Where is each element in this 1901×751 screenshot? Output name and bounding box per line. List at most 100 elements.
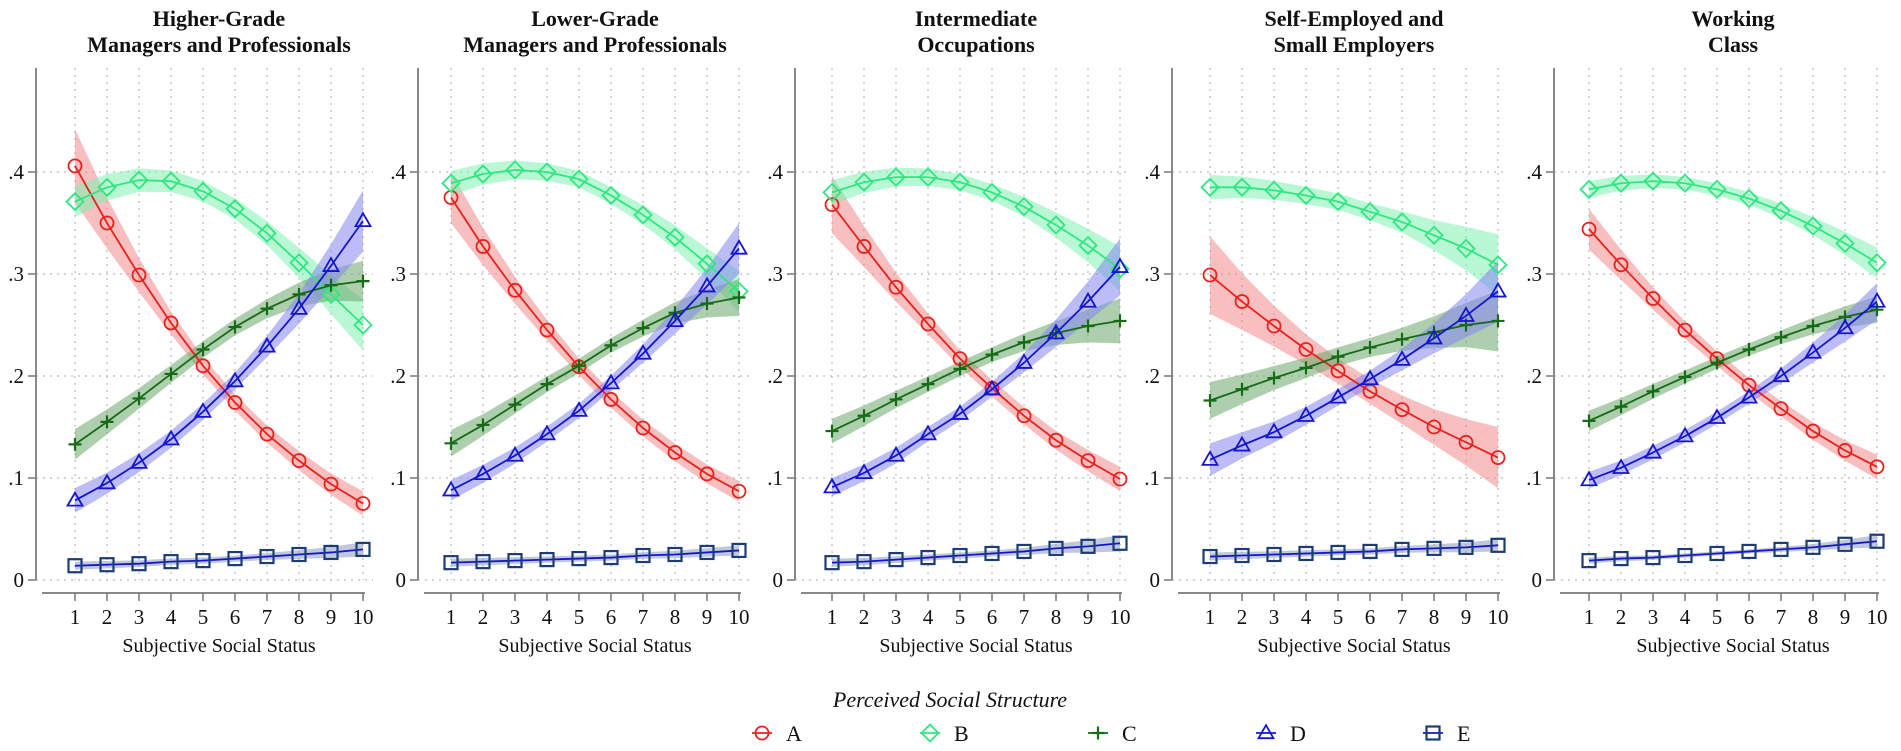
legend-item-A: A — [752, 721, 802, 746]
data-point-A — [1613, 257, 1629, 273]
data-point-A — [1112, 471, 1128, 487]
data-point-C — [1203, 393, 1217, 407]
data-point-D — [193, 402, 213, 418]
data-point-A — [1581, 221, 1597, 237]
data-point-A — [1677, 322, 1693, 338]
data-point-D — [473, 464, 493, 481]
data-point-D — [1296, 406, 1316, 422]
y-tick-label: .4 — [1526, 160, 1542, 184]
x-tick-label: 9 — [1461, 605, 1472, 629]
data-point-D — [601, 373, 621, 390]
data-point-D — [1771, 366, 1791, 383]
legend-marker-circle-icon — [754, 725, 770, 741]
data-point-A — [131, 267, 147, 283]
ci-band-E — [1589, 535, 1877, 564]
data-point-B — [1046, 215, 1066, 235]
data-point-E — [1426, 540, 1442, 556]
data-point-B — [1424, 225, 1444, 245]
y-tick-label: .2 — [8, 364, 24, 388]
x-tick-label: 3 — [1648, 605, 1659, 629]
data-point-E — [291, 546, 307, 563]
data-point-B — [1232, 177, 1252, 198]
data-point-D — [1579, 470, 1599, 487]
ci-band-B — [1589, 174, 1877, 279]
x-tick-label: 4 — [923, 605, 934, 629]
data-point-D — [1424, 328, 1444, 345]
x-axis-label: Subjective Social Status — [122, 635, 316, 657]
x-tick-label: 8 — [294, 605, 305, 629]
data-point-C — [1614, 400, 1628, 414]
panel-title: Higher-Grade — [153, 6, 286, 31]
data-point-D — [1835, 318, 1855, 335]
data-point-C — [985, 348, 999, 362]
data-point-A — [291, 453, 307, 469]
data-point-C — [1646, 384, 1660, 398]
data-point-A — [1490, 450, 1506, 466]
y-tick-label: .1 — [1526, 466, 1542, 490]
data-point-E — [920, 549, 936, 566]
data-point-D — [257, 336, 277, 353]
series-line-C — [1209, 320, 1499, 402]
data-point-D — [1739, 387, 1759, 404]
data-point-E — [824, 555, 840, 571]
data-point-B — [1771, 201, 1791, 221]
y-tick-label: .2 — [1526, 364, 1542, 388]
x-tick-label: 2 — [102, 605, 113, 629]
data-point-C — [444, 436, 458, 450]
data-point-C — [1582, 414, 1596, 428]
data-point-A — [1202, 267, 1218, 283]
data-point-C — [1113, 314, 1127, 328]
data-point-C — [100, 415, 114, 429]
data-point-E — [856, 554, 872, 570]
data-point-D — [97, 473, 117, 490]
y-tick-label: .2 — [1144, 364, 1160, 388]
data-point-B — [1835, 233, 1855, 254]
data-point-B — [1739, 188, 1759, 209]
data-point-D — [1707, 408, 1727, 424]
series-line-A — [1588, 228, 1878, 468]
data-point-E — [1202, 548, 1218, 565]
data-point-D — [65, 490, 85, 507]
data-point-E — [195, 553, 211, 569]
y-tick-label: .1 — [390, 466, 406, 490]
legend-item-D: D — [1256, 721, 1306, 746]
series-line-D — [450, 247, 740, 492]
x-tick-label: 10 — [1488, 605, 1509, 629]
x-tick-label: 2 — [1237, 605, 1248, 629]
data-point-E — [1581, 553, 1597, 569]
x-tick-label: 8 — [1051, 605, 1062, 629]
data-point-C — [356, 274, 370, 288]
data-point-B — [441, 173, 461, 193]
series-line-D — [831, 266, 1121, 489]
ci-band-A — [451, 172, 739, 502]
data-point-C — [1017, 335, 1031, 349]
data-point-A — [1426, 419, 1442, 435]
legend-marker-diamond-icon — [920, 723, 940, 743]
series-line-B — [1588, 180, 1878, 264]
data-point-C — [953, 362, 967, 376]
data-point-A — [1048, 432, 1064, 448]
x-tick-label: 1 — [1205, 605, 1216, 629]
data-point-D — [854, 463, 874, 480]
data-point-C — [1363, 340, 1377, 354]
data-point-C — [164, 367, 178, 381]
ci-band-A — [832, 176, 1120, 492]
data-point-B — [569, 169, 589, 189]
data-point-A — [699, 466, 715, 482]
data-point-B — [918, 167, 938, 187]
data-point-D — [1264, 422, 1284, 439]
data-point-E — [67, 558, 83, 574]
data-point-B — [1296, 185, 1316, 206]
y-tick-label: 0 — [396, 568, 407, 592]
data-point-C — [476, 418, 490, 432]
data-point-C — [1774, 330, 1788, 344]
data-point-C — [1491, 314, 1505, 328]
data-point-E — [699, 544, 715, 561]
data-point-E — [475, 554, 491, 570]
data-point-A — [1080, 453, 1096, 469]
legend-label: E — [1457, 721, 1470, 746]
series-line-A — [450, 197, 740, 493]
x-tick-label: 3 — [510, 605, 521, 629]
